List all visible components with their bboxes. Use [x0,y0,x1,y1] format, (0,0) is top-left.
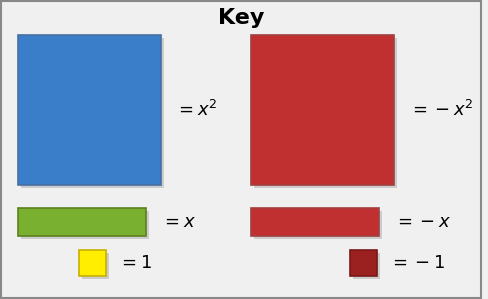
Text: $= x^2$: $= x^2$ [175,100,217,120]
FancyBboxPatch shape [18,35,161,185]
FancyBboxPatch shape [20,211,148,239]
FancyBboxPatch shape [349,250,377,276]
FancyBboxPatch shape [251,208,379,236]
FancyBboxPatch shape [254,38,396,188]
FancyBboxPatch shape [20,38,163,188]
FancyBboxPatch shape [251,35,393,185]
Text: $= 1$: $= 1$ [118,254,152,272]
Text: Key: Key [217,8,264,28]
Text: $= -1$: $= -1$ [388,254,445,272]
FancyBboxPatch shape [254,211,382,239]
Text: $= -x$: $= -x$ [393,213,450,231]
FancyBboxPatch shape [79,250,106,276]
FancyBboxPatch shape [18,208,145,236]
FancyBboxPatch shape [352,253,380,279]
FancyBboxPatch shape [81,253,109,279]
Text: $= -x^2$: $= -x^2$ [408,100,472,120]
Text: $= x$: $= x$ [161,213,195,231]
